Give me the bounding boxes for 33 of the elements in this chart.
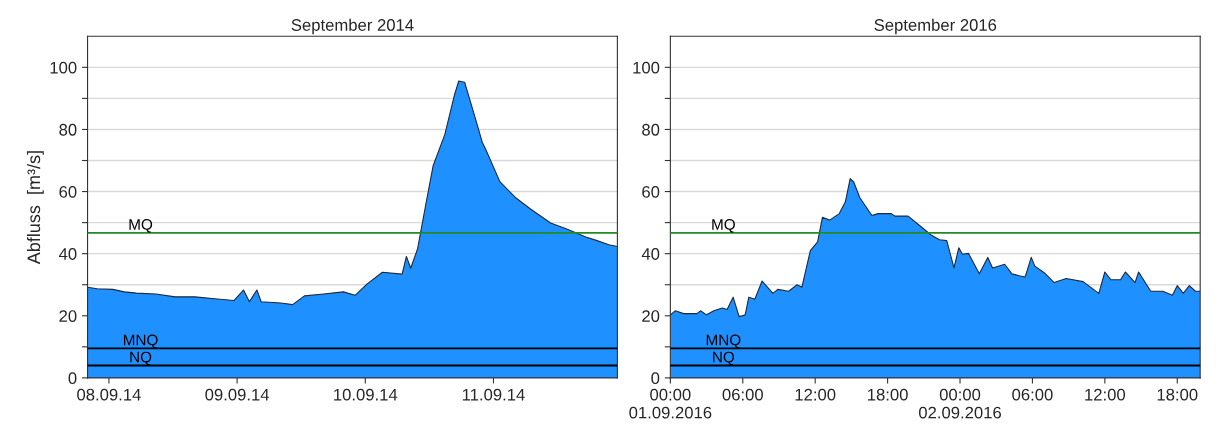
x-tick-label: 00:00 02.09.2016 xyxy=(918,388,1001,419)
chart-title: September 2016 xyxy=(874,18,997,35)
ref-line-label: MNQ xyxy=(123,334,158,349)
x-tick-label: 10.09.14 xyxy=(334,388,398,401)
ref-line-label: MQ xyxy=(129,219,153,233)
y-tick-label: 40 xyxy=(641,248,660,260)
x-tick-label: 12:00 xyxy=(1085,388,1126,401)
x-tick-label: 18:00 xyxy=(1157,388,1198,401)
y-tick-label: 100 xyxy=(50,61,77,74)
ref-line-label: MNQ xyxy=(706,334,741,349)
y-tick-label: 100 xyxy=(633,61,660,74)
ref-line-label: NQ xyxy=(713,351,735,366)
x-tick-label: 18:00 xyxy=(868,388,908,401)
ref-line-label: MQ xyxy=(712,219,735,233)
y-tick-label: 60 xyxy=(59,185,77,198)
y-tick-label: 80 xyxy=(642,123,660,136)
y-axis-title: Abfluss [m³/s] xyxy=(26,151,44,265)
x-tick-label: 09.09.14 xyxy=(205,388,270,401)
x-tick-label: 12:00 xyxy=(795,388,836,401)
x-tick-label: 06:00 xyxy=(722,388,763,401)
y-tick-label: 0 xyxy=(68,372,77,385)
y-tick-label: 80 xyxy=(59,123,77,136)
y-tick-label: 60 xyxy=(642,185,660,198)
ref-line-label: NQ xyxy=(130,351,152,366)
x-tick-label: 00:00 01.09.2016 xyxy=(629,388,712,419)
y-tick-label: 40 xyxy=(58,248,77,260)
x-tick-label: 08.09.14 xyxy=(77,388,141,401)
chart-title: September 2014 xyxy=(291,18,414,35)
x-tick-label: 06:00 xyxy=(1012,388,1053,401)
y-tick-label: 20 xyxy=(59,310,77,322)
x-tick-label: 11.09.14 xyxy=(462,388,525,401)
y-tick-label: 0 xyxy=(651,372,660,385)
y-tick-label: 20 xyxy=(642,310,660,322)
